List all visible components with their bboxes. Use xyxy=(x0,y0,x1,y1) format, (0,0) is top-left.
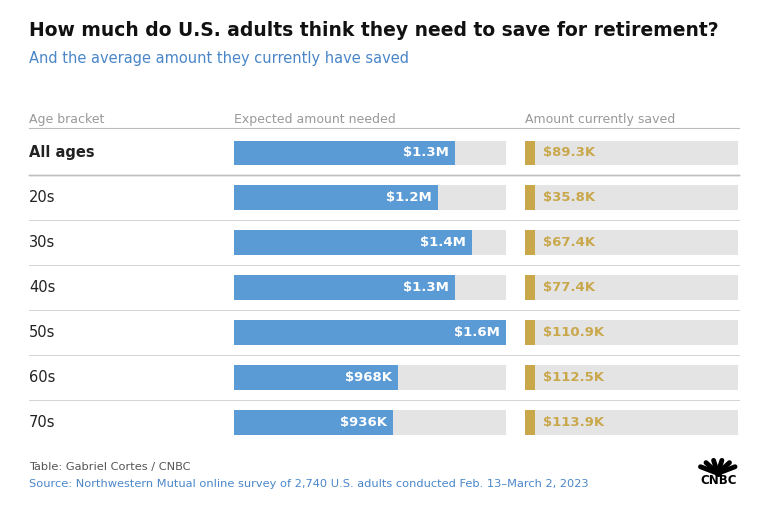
Text: $89.3K: $89.3K xyxy=(543,146,595,159)
Text: $113.9K: $113.9K xyxy=(543,416,604,429)
Text: 70s: 70s xyxy=(29,415,56,430)
Text: $936K: $936K xyxy=(339,416,387,429)
Text: 40s: 40s xyxy=(29,280,55,295)
Text: $1.2M: $1.2M xyxy=(386,191,431,204)
Text: Amount currently saved: Amount currently saved xyxy=(525,113,675,126)
Text: $67.4K: $67.4K xyxy=(543,236,595,249)
Text: CNBC: CNBC xyxy=(700,474,737,486)
Text: All ages: All ages xyxy=(29,145,95,160)
Text: How much do U.S. adults think they need to save for retirement?: How much do U.S. adults think they need … xyxy=(29,21,719,40)
Text: $1.3M: $1.3M xyxy=(403,146,448,159)
Text: 50s: 50s xyxy=(29,325,55,340)
Text: Age bracket: Age bracket xyxy=(29,113,104,126)
Text: $1.3M: $1.3M xyxy=(403,281,448,294)
Text: $35.8K: $35.8K xyxy=(543,191,595,204)
Text: 20s: 20s xyxy=(29,190,56,205)
Text: $1.4M: $1.4M xyxy=(420,236,466,249)
Text: Source: Northwestern Mutual online survey of 2,740 U.S. adults conducted Feb. 13: Source: Northwestern Mutual online surve… xyxy=(29,479,589,489)
Text: Table: Gabriel Cortes / CNBC: Table: Gabriel Cortes / CNBC xyxy=(29,462,191,473)
Text: $110.9K: $110.9K xyxy=(543,326,604,339)
Text: $1.6M: $1.6M xyxy=(453,326,499,339)
Text: 60s: 60s xyxy=(29,370,55,385)
Text: Expected amount needed: Expected amount needed xyxy=(234,113,395,126)
Text: And the average amount they currently have saved: And the average amount they currently ha… xyxy=(29,51,409,66)
Text: $77.4K: $77.4K xyxy=(543,281,595,294)
Text: $112.5K: $112.5K xyxy=(543,371,604,384)
Text: $968K: $968K xyxy=(345,371,392,384)
Text: 30s: 30s xyxy=(29,235,55,250)
